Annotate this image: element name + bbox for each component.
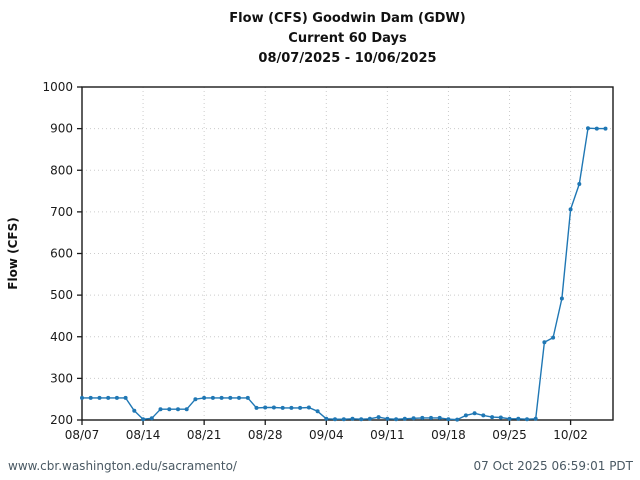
y-tick-label: 800: [50, 163, 73, 177]
data-line: [82, 127, 606, 421]
x-tick-label: 09/04: [309, 428, 344, 442]
x-tick-label: 08/21: [187, 428, 222, 442]
y-tick-label: 500: [50, 288, 73, 302]
data-markers: [80, 126, 608, 422]
axes: 200 300 400 500 600 700 800 900 1000 08/07 08/14 08…: [42, 80, 587, 442]
y-tick-label: 400: [50, 330, 73, 344]
y-tick-label: 300: [50, 371, 73, 385]
chart-title-block: Flow (CFS) Goodwin Dam (GDW) Current 60 …: [82, 9, 613, 69]
x-tick-label: 08/28: [248, 428, 283, 442]
y-tick-label: 900: [50, 122, 73, 136]
chart-title: Flow (CFS) Goodwin Dam (GDW): [229, 11, 466, 26]
x-tick-label: 09/25: [492, 428, 527, 442]
x-tick-label: 09/11: [370, 428, 405, 442]
flow-chart: 200 300 400 500 600 700 800 900 1000 08/07 08/14 08…: [6, 80, 614, 442]
y-tick-label: 600: [50, 247, 73, 261]
x-tick-label: 09/18: [431, 428, 466, 442]
x-tick-label: 08/07: [65, 428, 100, 442]
chart-subtitle: Current 60 Days: [288, 31, 407, 46]
flow-line-chart-svg: 200 300 400 500 600 700 800 900 1000 08/07 08/14 08…: [6, 80, 614, 442]
y-tick-label: 200: [50, 413, 73, 427]
y-tick-label: 700: [50, 205, 73, 219]
plot-border: [81, 86, 614, 421]
footer-source-url: www.cbr.washington.edu/sacramento/: [8, 459, 237, 473]
footer-timestamp: 07 Oct 2025 06:59:01 PDT: [473, 459, 633, 473]
x-tick-label: 10/02: [553, 428, 588, 442]
y-tick-label: 1000: [42, 80, 73, 94]
footer: www.cbr.washington.edu/sacramento/ 07 Oc…: [0, 455, 640, 480]
chart-date-range: 08/07/2025 - 10/06/2025: [258, 51, 437, 66]
y-axis-label: Flow (CFS): [6, 217, 20, 289]
x-tick-label: 08/14: [126, 428, 161, 442]
gridlines: [82, 86, 613, 420]
